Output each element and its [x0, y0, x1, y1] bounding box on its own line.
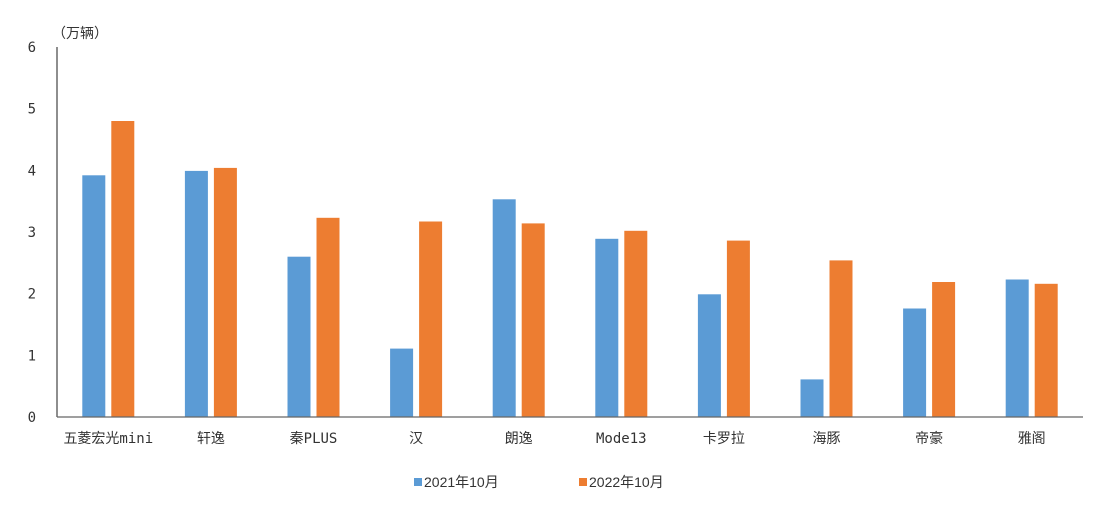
x-tick-label: Mode13 — [596, 431, 647, 447]
y-tick-label: 4 — [28, 163, 36, 179]
bar — [316, 217, 340, 417]
bar — [184, 170, 208, 417]
bar — [390, 348, 414, 417]
bar — [1034, 283, 1058, 417]
x-tick-label: 轩逸 — [197, 431, 225, 447]
legend-swatch — [414, 478, 422, 486]
legend-swatch — [579, 478, 587, 486]
y-tick-label: 6 — [28, 40, 36, 56]
y-tick-label: 5 — [28, 102, 36, 118]
bar — [82, 175, 106, 417]
x-tick-label: 卡罗拉 — [703, 431, 745, 447]
y-tick-label: 0 — [28, 410, 36, 426]
x-tick-label: 海豚 — [813, 431, 841, 447]
y-axis-ticks: 0 1 2 3 4 5 6 — [28, 40, 36, 426]
bar — [287, 256, 311, 417]
x-tick-label: 汉 — [409, 431, 423, 447]
bar — [903, 308, 927, 417]
x-tick-label: 五菱宏光mini — [63, 431, 153, 447]
legend-label: 2021年10月 — [424, 474, 499, 490]
bar — [726, 240, 750, 417]
x-tick-label: 朗逸 — [505, 431, 533, 447]
bar — [492, 199, 516, 417]
bar — [521, 223, 545, 417]
bar — [932, 282, 956, 417]
bar — [624, 230, 648, 417]
y-tick-label: 3 — [28, 225, 36, 241]
y-axis-unit-label: （万辆） — [52, 26, 108, 42]
bar — [697, 294, 721, 417]
y-tick-label: 2 — [28, 287, 36, 303]
bar — [111, 121, 135, 417]
bars — [82, 121, 1058, 417]
bar — [800, 379, 824, 417]
y-tick-label: 1 — [28, 348, 36, 364]
bar — [829, 260, 853, 417]
x-tick-label: 雅阁 — [1018, 431, 1046, 447]
bar — [1005, 279, 1029, 417]
bar — [595, 238, 619, 417]
bar — [213, 167, 237, 417]
legend: 2021年10月 2022年10月 — [414, 474, 664, 490]
bar — [419, 221, 443, 417]
x-axis-labels: 五菱宏光mini 轩逸 秦PLUS 汉 朗逸 Mode13 卡罗拉 海豚 帝豪 雅阁 — [63, 431, 1045, 447]
x-tick-label: 帝豪 — [915, 431, 943, 447]
x-tick-label: 秦PLUS — [290, 431, 338, 447]
legend-label: 2022年10月 — [589, 474, 664, 490]
